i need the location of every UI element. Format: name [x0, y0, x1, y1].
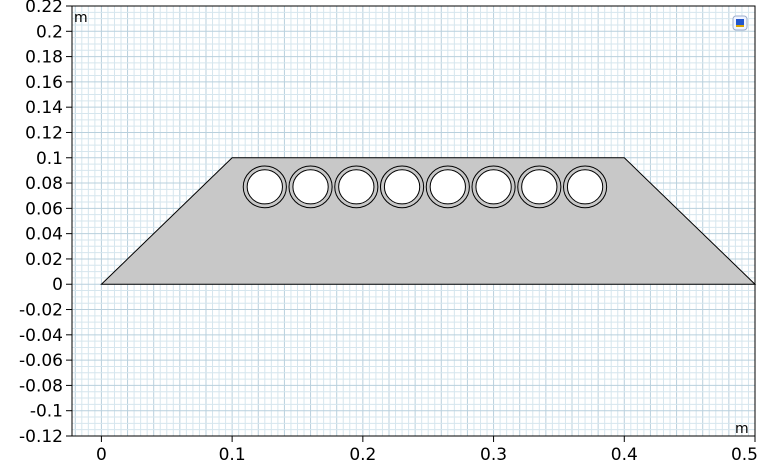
y-unit-label: m — [74, 10, 88, 26]
y-tick-label: -0.06 — [19, 351, 63, 371]
y-tick-label: 0.22 — [25, 0, 63, 17]
x-tick-label: 0.1 — [219, 445, 246, 465]
axis-frame — [71, 5, 756, 437]
pipe-4[interactable] — [379, 165, 425, 209]
pipe-inner-bore[interactable] — [292, 169, 329, 205]
pipe-6[interactable] — [471, 165, 516, 209]
y-tick-label: 0.16 — [25, 73, 63, 93]
pipe-2[interactable] — [288, 165, 333, 209]
y-tick-label: 0.1 — [36, 149, 63, 169]
y-tick-label: -0.02 — [19, 301, 63, 321]
plot-frame — [71, 5, 756, 437]
x-tick-label: 0.2 — [349, 445, 376, 465]
pipe-inner-bore[interactable] — [429, 169, 466, 205]
x-tick-label: 0.5 — [731, 445, 758, 465]
pipe-inner-bore[interactable] — [566, 169, 604, 205]
x-tick-label: 0.4 — [611, 445, 638, 465]
x-tick-label: 0 — [96, 445, 107, 465]
y-tick-label: -0.04 — [19, 326, 63, 346]
pipe-inner-bore[interactable] — [246, 169, 283, 205]
x-unit-label: m — [735, 421, 749, 437]
pipe-inner-bore[interactable] — [521, 169, 558, 205]
pipe-7[interactable] — [517, 165, 562, 209]
x-tick-label: 0.3 — [480, 445, 507, 465]
y-tick-label: 0.04 — [25, 225, 63, 245]
y-tick-label: 0 — [52, 275, 63, 295]
geometry-group[interactable] — [100, 157, 757, 285]
pipe-inner-bore[interactable] — [383, 169, 421, 205]
y-tick-label: 0.06 — [25, 199, 63, 219]
tick-labels: 0.22 0.2 0.18 0.16 0.14 0.12 0.1 0.08 0.06 0.04 0.… — [19, 0, 758, 465]
pipe-3[interactable] — [334, 165, 379, 209]
y-tick-label: -0.12 — [19, 427, 63, 447]
y-tick-label: -0.1 — [30, 402, 63, 422]
y-tick-label: 0.14 — [25, 98, 63, 118]
pipe-8[interactable] — [562, 165, 608, 209]
y-tick-label: 0.12 — [25, 123, 63, 143]
y-tick-label: -0.08 — [19, 376, 63, 396]
pipe-1[interactable] — [242, 165, 287, 209]
pipe-5[interactable] — [425, 165, 470, 209]
pipe-inner-bore[interactable] — [338, 169, 375, 205]
y-tick-label: 0.18 — [25, 48, 63, 68]
y-tick-label: 0.08 — [25, 174, 63, 194]
pipe-inner-bore[interactable] — [475, 169, 512, 205]
coordinate-system-icon[interactable] — [732, 15, 748, 31]
y-tick-label: 0.02 — [25, 250, 63, 270]
y-tick-label: 0.2 — [36, 22, 63, 42]
